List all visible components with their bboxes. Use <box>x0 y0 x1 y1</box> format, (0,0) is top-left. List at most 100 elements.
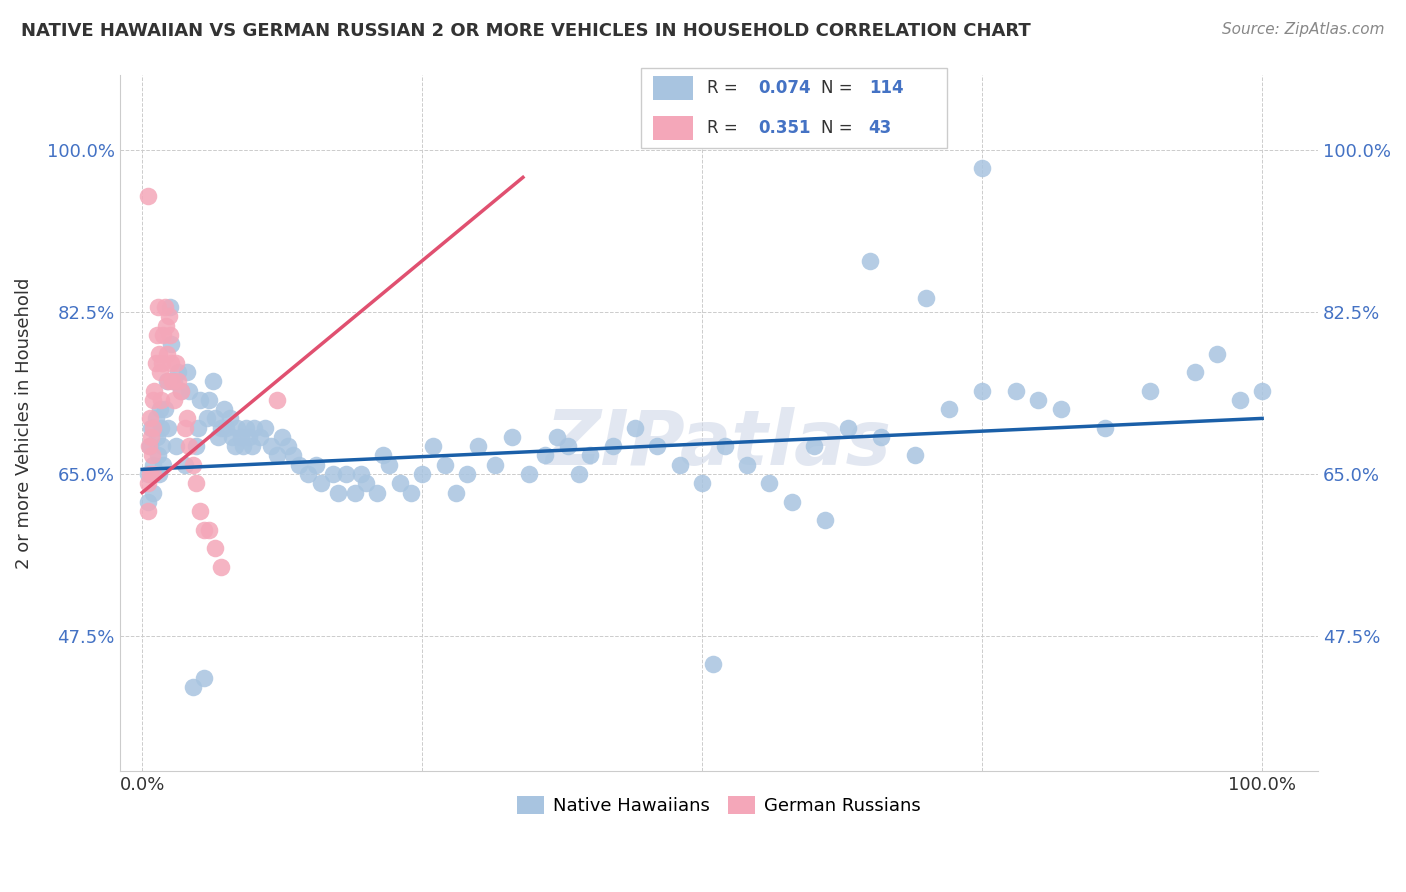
Point <box>668 458 690 472</box>
Point <box>467 439 489 453</box>
Point <box>277 439 299 453</box>
Point <box>142 420 165 434</box>
Point <box>152 458 174 472</box>
Point <box>690 476 713 491</box>
Text: 0.074: 0.074 <box>758 79 811 97</box>
Point <box>501 430 523 444</box>
Point <box>1206 346 1229 360</box>
Point <box>156 374 179 388</box>
Point <box>193 523 215 537</box>
Point <box>153 402 176 417</box>
Point <box>366 485 388 500</box>
Point <box>195 411 218 425</box>
Text: Source: ZipAtlas.com: Source: ZipAtlas.com <box>1222 22 1385 37</box>
Point <box>162 392 184 407</box>
Point <box>198 392 221 407</box>
Text: NATIVE HAWAIIAN VS GERMAN RUSSIAN 2 OR MORE VEHICLES IN HOUSEHOLD CORRELATION CH: NATIVE HAWAIIAN VS GERMAN RUSSIAN 2 OR M… <box>21 22 1031 40</box>
Point <box>399 485 422 500</box>
Point <box>145 328 167 343</box>
Point <box>148 467 170 481</box>
Point <box>758 476 780 491</box>
Point <box>249 430 271 444</box>
Point <box>328 485 350 500</box>
Point <box>349 467 371 481</box>
Text: 43: 43 <box>869 120 891 137</box>
Text: R =: R = <box>707 120 748 137</box>
Point <box>136 495 159 509</box>
Point <box>215 420 238 434</box>
Point <box>179 384 201 398</box>
Point <box>190 504 212 518</box>
Point <box>243 420 266 434</box>
Point <box>209 420 232 434</box>
Point <box>156 374 179 388</box>
Point <box>150 356 173 370</box>
Point <box>271 430 294 444</box>
Point <box>142 467 165 481</box>
Point <box>235 420 257 434</box>
FancyBboxPatch shape <box>652 77 693 101</box>
Point <box>136 476 159 491</box>
Text: ZIPatlas: ZIPatlas <box>546 407 891 481</box>
Point <box>138 439 160 453</box>
Point <box>145 356 167 370</box>
Point <box>159 300 181 314</box>
Point <box>179 439 201 453</box>
Point <box>557 439 579 453</box>
Point <box>139 467 162 481</box>
Point <box>160 337 183 351</box>
Point <box>904 449 927 463</box>
Point <box>142 458 165 472</box>
Point <box>1251 384 1274 398</box>
Point <box>149 402 172 417</box>
Point <box>184 476 207 491</box>
Point <box>170 384 193 398</box>
Point <box>735 458 758 472</box>
Point <box>139 430 162 444</box>
Point <box>444 485 467 500</box>
Point <box>343 485 366 500</box>
Point <box>149 365 172 379</box>
Point <box>238 430 260 444</box>
Point <box>568 467 591 481</box>
Point <box>288 458 311 472</box>
Point <box>221 430 243 444</box>
Point <box>193 671 215 685</box>
Point <box>1139 384 1161 398</box>
Point <box>139 420 162 434</box>
Point <box>388 476 411 491</box>
Point <box>212 402 235 417</box>
Point <box>167 374 190 388</box>
Point <box>254 420 277 434</box>
Point <box>1026 392 1049 407</box>
Point <box>297 467 319 481</box>
Point <box>198 523 221 537</box>
Point <box>136 467 159 481</box>
Point <box>335 467 357 481</box>
FancyBboxPatch shape <box>641 69 946 148</box>
Point <box>814 513 837 527</box>
Point <box>204 541 226 556</box>
Point <box>170 384 193 398</box>
Point <box>229 430 252 444</box>
Point <box>534 449 557 463</box>
Point <box>972 161 994 175</box>
Point <box>972 384 994 398</box>
Point <box>148 346 170 360</box>
Point <box>150 420 173 434</box>
Point <box>176 365 198 379</box>
Point <box>165 356 187 370</box>
Legend: Native Hawaiians, German Russians: Native Hawaiians, German Russians <box>508 787 929 824</box>
Point <box>160 356 183 370</box>
Text: 0.351: 0.351 <box>758 120 811 137</box>
Point <box>146 449 169 463</box>
Text: R =: R = <box>707 79 748 97</box>
Point <box>141 449 163 463</box>
Point <box>176 411 198 425</box>
Point <box>142 485 165 500</box>
Point <box>354 476 377 491</box>
Point <box>136 189 159 203</box>
Point <box>139 439 162 453</box>
Point <box>517 467 540 481</box>
Point <box>181 680 204 694</box>
